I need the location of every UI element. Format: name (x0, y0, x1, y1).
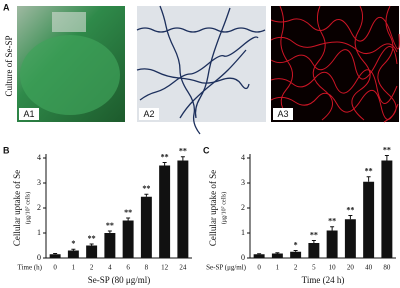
bar (49, 254, 61, 258)
bar (326, 230, 338, 258)
significance: ** (328, 217, 336, 226)
photo-a3: A3 (270, 5, 400, 123)
significance: ** (106, 221, 114, 230)
x-tick-label: 24 (179, 264, 187, 272)
row-label: Time (h) (18, 264, 43, 272)
bar (308, 243, 320, 258)
x-tick-label: 40 (365, 264, 373, 272)
significance: ** (310, 230, 318, 239)
y-axis-unit: (μg/10⁷ cells) (24, 192, 31, 224)
photo-label: A1 (23, 109, 34, 119)
y-tick-label: 3 (37, 178, 41, 187)
row-label: Se-SP (μg/ml) (206, 264, 247, 272)
y-tick-label: 0 (241, 253, 245, 262)
x-tick-label: 1 (72, 264, 76, 272)
panel-label: B (3, 145, 10, 155)
x-tick-label: 2 (294, 264, 298, 272)
x-axis-label: Se-SP (80 μg/ml) (88, 275, 151, 285)
y-tick-label: 0 (37, 253, 41, 262)
x-tick-label: 12 (161, 264, 169, 272)
bar (140, 196, 152, 258)
significance: ** (88, 234, 96, 243)
y-tick-label: 3 (241, 178, 245, 187)
x-axis-label: Time (24 h) (302, 275, 345, 285)
bar (159, 165, 171, 258)
bar (381, 160, 393, 258)
panel-label: C (203, 145, 210, 155)
bar (271, 253, 283, 258)
bar (104, 233, 116, 258)
significance: ** (161, 152, 169, 161)
bar (86, 245, 98, 258)
significance: ** (365, 167, 373, 176)
x-tick-label: 5 (312, 264, 316, 272)
x-tick-label: 6 (126, 264, 130, 272)
x-tick-label: 0 (53, 264, 57, 272)
y-tick-label: 1 (241, 228, 245, 237)
photo-label: A2 (143, 109, 154, 119)
bar (344, 219, 356, 258)
y-tick-label: 4 (37, 153, 41, 162)
significance: ** (124, 208, 132, 217)
bar (253, 254, 265, 258)
photo-a2: A2 (136, 5, 266, 135)
significance: * (71, 239, 75, 248)
photo-label: A3 (277, 109, 288, 119)
x-tick-label: 0 (257, 264, 261, 272)
x-tick-label: 2 (90, 264, 94, 272)
significance: ** (346, 205, 354, 214)
y-axis-label: Cellular uptake of Se (12, 170, 22, 246)
y-axis-unit: (μg/10⁷ cells) (220, 192, 227, 224)
bar (177, 160, 189, 258)
panel-label: A (3, 2, 10, 12)
y-axis-label: Cellular uptake of Se (208, 170, 218, 246)
culture-label: Culture of Se-SP (4, 35, 14, 96)
x-tick-label: 80 (383, 264, 391, 272)
x-tick-label: 20 (347, 264, 355, 272)
x-tick-label: 4 (108, 264, 112, 272)
photo-a1: A1 (17, 6, 125, 122)
y-tick-label: 2 (241, 203, 245, 212)
y-tick-label: 1 (37, 228, 41, 237)
bar (363, 181, 375, 258)
x-tick-label: 1 (276, 264, 280, 272)
significance: ** (142, 184, 150, 193)
bar (67, 250, 79, 258)
significance: * (294, 240, 298, 249)
x-tick-label: 8 (145, 264, 149, 272)
y-tick-label: 2 (37, 203, 41, 212)
significance: ** (383, 145, 391, 154)
bar (122, 220, 134, 258)
y-tick-label: 4 (241, 153, 245, 162)
significance: ** (179, 147, 187, 156)
x-tick-label: 10 (329, 264, 337, 272)
bar (290, 251, 302, 258)
